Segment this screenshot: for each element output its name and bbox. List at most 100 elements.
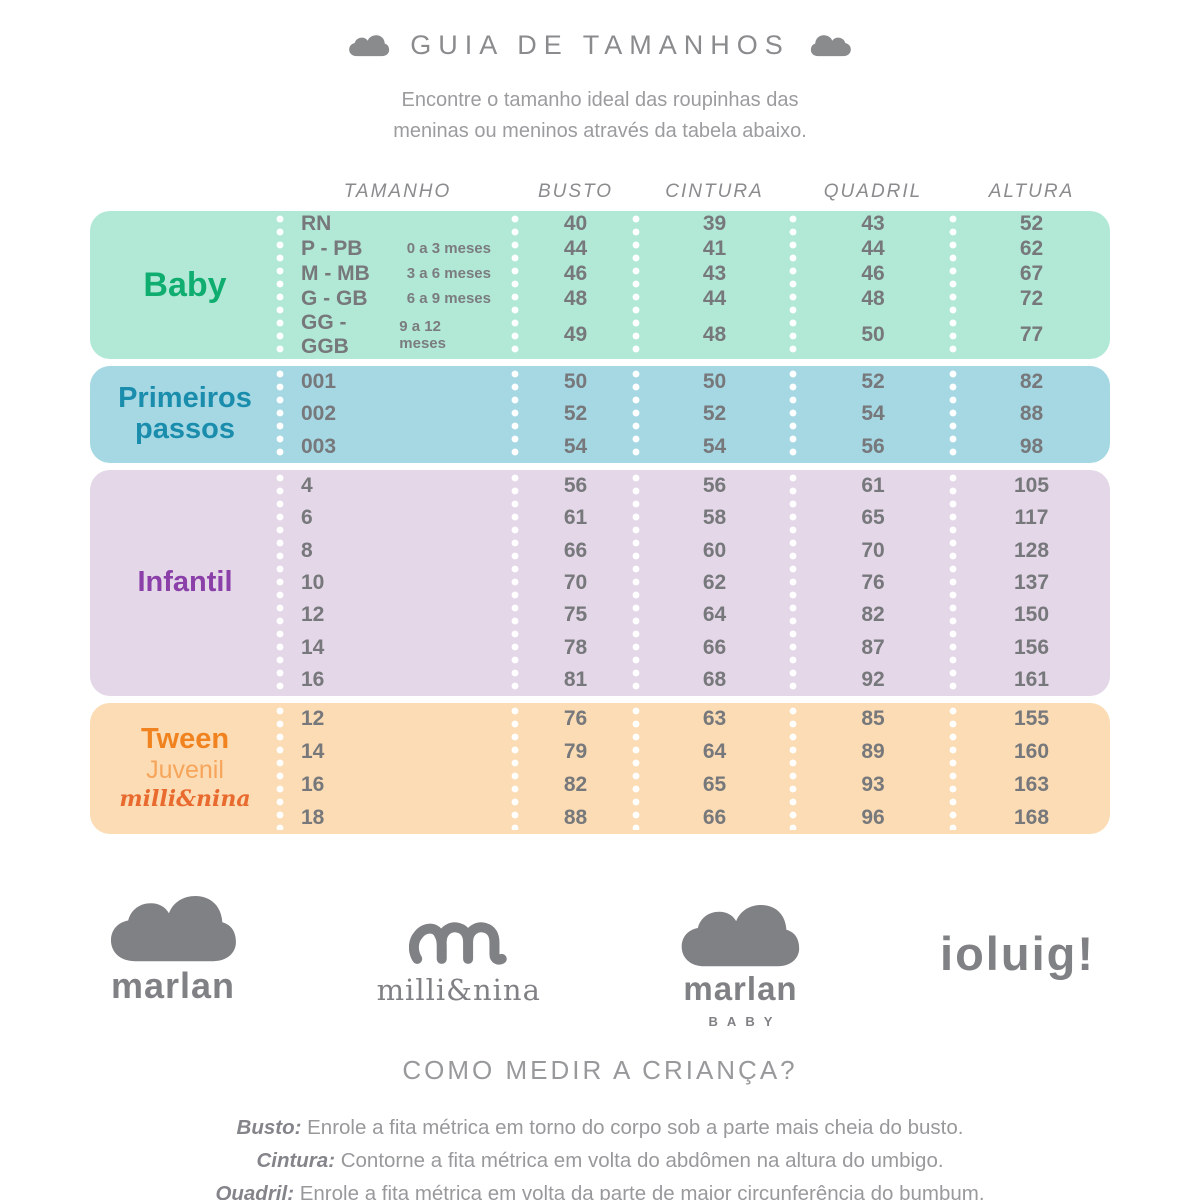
- dotted-divider: [632, 215, 640, 355]
- section-infantil: Infantil 4 56 56 61 105 6 61 58 65 117 8 66 60 70 128 10…: [90, 470, 1110, 696]
- busto-cell: 66: [563, 538, 588, 562]
- cloud-icon: [349, 34, 390, 56]
- instruction-term: Quadril:: [215, 1181, 300, 1200]
- quadril-cell: 48: [861, 286, 885, 310]
- tamanho-cell: M - MB 3 a 6 meses: [280, 261, 515, 286]
- cintura-cell: 43: [702, 261, 727, 285]
- age-range-label: 9 a 12 meses: [399, 318, 446, 352]
- cintura-cell: 52: [702, 402, 727, 426]
- dotted-divider: [949, 370, 957, 459]
- tamanho-cell: 16: [280, 769, 515, 802]
- column-header-quadril: QUADRIL: [823, 181, 923, 202]
- altura-cell: 77: [1019, 323, 1044, 346]
- busto-cell: 75: [563, 603, 588, 627]
- cintura-cell: 63: [702, 707, 727, 731]
- section-label-line: milli&nina: [119, 785, 251, 812]
- quadril-cell: 85: [861, 707, 885, 731]
- size-code: 12: [301, 707, 325, 731]
- column-header-spacer: [90, 181, 280, 203]
- dotted-divider: [511, 215, 519, 355]
- busto-cell: 46: [563, 261, 588, 285]
- size-code: 18: [301, 805, 325, 829]
- tamanho-cell: RN: [280, 211, 515, 236]
- age-range-label: 3 a 6 meses: [406, 265, 491, 282]
- instruction-text: Enrole a fita métrica em torno do corpo …: [307, 1116, 964, 1139]
- marlan-cloud-icon: [110, 896, 236, 962]
- tamanho-cell: 002: [280, 398, 515, 430]
- cintura-cell: 58: [702, 506, 727, 530]
- marlan-wordmark: marlan: [110, 965, 236, 1006]
- brand-logos: marlan milli&nina marlan BABY ioluig!: [105, 896, 1095, 1029]
- cintura-cell: 66: [702, 805, 727, 829]
- size-code: G - GB: [301, 286, 368, 310]
- section-label-primeiros-passos: Primeiros passos: [90, 366, 280, 463]
- dotted-divider: [632, 474, 640, 692]
- marlan-baby-cloud-icon: [682, 905, 800, 967]
- tamanho-cell: 001: [280, 366, 515, 398]
- dotted-divider: [789, 707, 797, 830]
- milli-nina-wordmark: milli&nina: [376, 973, 541, 1007]
- cintura-cell: 64: [702, 740, 727, 764]
- subtitle-line: Encontre o tamanho ideal das roupinhas d…: [401, 89, 799, 111]
- section-label-line: Primeiros: [118, 381, 252, 414]
- quadril-cell: 56: [861, 434, 885, 458]
- altura-cell: 150: [1013, 603, 1050, 627]
- cintura-cell: 41: [702, 236, 727, 260]
- altura-cell: 72: [1019, 286, 1044, 310]
- age-range-label: 6 a 9 meses: [406, 290, 491, 307]
- cintura-cell: 62: [702, 570, 727, 594]
- altura-cell: 160: [1013, 740, 1050, 764]
- section-label-line: Baby: [143, 265, 227, 304]
- dotted-divider: [276, 215, 284, 355]
- busto-cell: 49: [563, 323, 588, 346]
- size-code: 12: [301, 603, 325, 627]
- column-header-tamanho: TAMANHO: [343, 181, 452, 202]
- page-subtitle: Encontre o tamanho ideal das roupinhas d…: [0, 85, 1200, 147]
- section-label-line: Infantil: [137, 566, 233, 599]
- cintura-cell: 68: [702, 667, 727, 691]
- altura-cell: 117: [1014, 506, 1049, 530]
- subtitle-line: meninas ou meninos através da tabela aba…: [393, 120, 807, 142]
- page-title: GUIA DE TAMANHOS: [410, 30, 790, 60]
- instruction-line: Quadril: Enrole a fita métrica em volta …: [0, 1178, 1200, 1200]
- dotted-divider: [632, 707, 640, 830]
- altura-cell: 161: [1013, 667, 1050, 691]
- busto-cell: 61: [563, 506, 588, 530]
- altura-cell: 155: [1013, 707, 1050, 731]
- section-baby: Baby RN 40 39 43 52 P - PB 0 a 3 meses 44 41 44 62 M…: [90, 211, 1110, 359]
- tamanho-cell: 16: [280, 664, 515, 696]
- dotted-divider: [276, 370, 284, 459]
- altura-cell: 67: [1019, 261, 1044, 285]
- quadril-cell: 70: [861, 538, 885, 562]
- busto-cell: 82: [563, 772, 588, 796]
- size-code: 8: [301, 538, 313, 562]
- tamanho-cell: 12: [280, 599, 515, 631]
- busto-cell: 79: [563, 740, 588, 764]
- marlan-baby-sub-label: BABY: [708, 1014, 782, 1029]
- tamanho-cell: GG - GGB 9 a 12 meses: [280, 311, 515, 359]
- tamanho-cell: 14: [280, 631, 515, 663]
- quadril-cell: 52: [861, 370, 885, 394]
- quadril-cell: 82: [861, 603, 885, 627]
- column-header-busto: BUSTO: [537, 181, 614, 202]
- busto-cell: 52: [563, 402, 588, 426]
- marlan-logo: marlan: [105, 896, 241, 1007]
- busto-cell: 78: [563, 635, 588, 659]
- cintura-cell: 56: [702, 474, 727, 498]
- size-code: M - MB: [301, 261, 370, 285]
- altura-cell: 88: [1019, 402, 1044, 426]
- quadril-cell: 87: [861, 635, 885, 659]
- tamanho-cell: 18: [280, 801, 515, 834]
- busto-cell: 56: [563, 474, 588, 498]
- section-label-line: passos: [135, 413, 235, 446]
- size-code: 10: [301, 570, 325, 594]
- busto-cell: 48: [563, 286, 588, 310]
- size-code: RN: [301, 211, 332, 235]
- marlan-baby-wordmark: marlan: [683, 970, 798, 1007]
- tamanho-cell: G - GB 6 a 9 meses: [280, 286, 515, 311]
- size-code: 6: [301, 506, 313, 530]
- cintura-cell: 60: [702, 538, 727, 562]
- quadril-cell: 43: [861, 211, 885, 235]
- altura-cell: 105: [1013, 474, 1050, 498]
- quadril-cell: 65: [861, 506, 885, 530]
